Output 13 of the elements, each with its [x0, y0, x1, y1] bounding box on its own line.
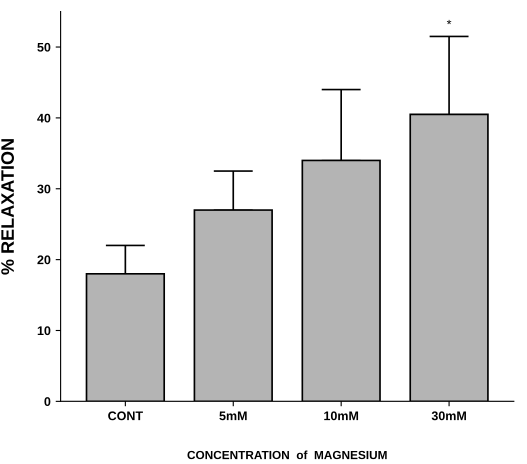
y-tick-label: 50 [37, 42, 50, 52]
y-axis-title: % RELAXATION [1, 139, 14, 275]
x-tick-label: 5mM [219, 412, 247, 420]
x-tick-label: CONT [108, 411, 143, 420]
y-tick-label: 0 [44, 397, 50, 406]
y-tick-label: 30 [37, 184, 50, 194]
x-tick-label: 10mM [324, 411, 358, 420]
x-axis-title: CONCENTRATION of MAGNESIUM [187, 450, 387, 460]
y-tick-label: 40 [37, 114, 50, 123]
y-tick-label: 10 [38, 326, 50, 336]
annotation: * [446, 20, 452, 24]
x-tick-label: 30mM [432, 411, 466, 420]
y-tick-label: 20 [37, 255, 50, 264]
